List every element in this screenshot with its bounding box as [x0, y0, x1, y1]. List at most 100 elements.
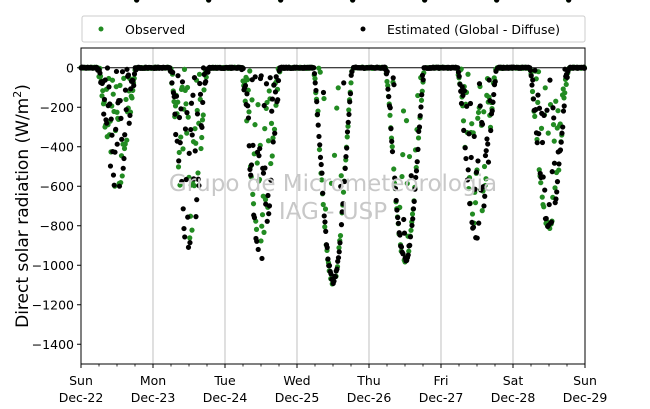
- observed-point: [121, 145, 128, 152]
- estimated-point: [262, 165, 268, 171]
- estimated-point: [189, 132, 195, 138]
- observed-point: [316, 146, 323, 153]
- y-tick-label: −1400: [32, 337, 74, 352]
- observed-point: [331, 152, 338, 158]
- legend-label-estimated: Estimated (Global - Diffuse): [387, 22, 560, 37]
- observed-point: [185, 114, 191, 120]
- x-tick-date: Dec-23: [131, 390, 176, 405]
- estimated-point: [475, 158, 481, 164]
- observed-point: [129, 95, 135, 101]
- estimated-point: [398, 244, 405, 250]
- estimated-point: [178, 106, 184, 112]
- estimated-point: [490, 99, 496, 105]
- estimated-point: [544, 107, 550, 113]
- estimated-point: [311, 65, 317, 71]
- watermark-line-1: Grupo de Micrometeorologia: [169, 171, 497, 197]
- estimated-point: [112, 149, 118, 155]
- observed-point: [400, 108, 407, 114]
- observed-point: [404, 180, 410, 187]
- observed-point: [535, 99, 541, 105]
- estimated-point: [463, 155, 469, 162]
- estimated-point: [104, 120, 110, 126]
- estimated-point: [337, 240, 343, 246]
- estimated-point: [180, 206, 186, 212]
- estimated-point: [338, 183, 344, 190]
- legend-label-observed: Observed: [125, 22, 185, 37]
- estimated-point: [121, 155, 127, 162]
- estimated-point: [554, 189, 560, 195]
- estimated-point: [400, 251, 406, 257]
- observed-point: [250, 191, 256, 197]
- estimated-point: [395, 214, 401, 221]
- estimated-point: [422, 0, 428, 3]
- estimated-point: [388, 126, 394, 132]
- observed-point: [551, 138, 557, 144]
- estimated-point: [553, 196, 559, 202]
- estimated-point: [101, 96, 108, 103]
- observed-point: [561, 95, 567, 101]
- estimated-point: [540, 174, 546, 180]
- observed-point: [110, 91, 116, 97]
- estimated-point: [349, 69, 355, 75]
- observed-point: [269, 153, 275, 159]
- observed-point: [475, 109, 482, 116]
- estimated-point: [474, 235, 480, 241]
- observed-point: [178, 134, 184, 140]
- observed-point: [258, 238, 264, 244]
- estimated-point: [557, 147, 564, 153]
- observed-point: [268, 120, 275, 126]
- observed-point: [541, 204, 547, 210]
- y-tick-label: −1000: [32, 258, 74, 273]
- observed-point: [483, 176, 489, 182]
- y-axis-label-main: Direct solar radiation (W/m: [13, 98, 33, 328]
- estimated-point: [257, 145, 263, 152]
- observed-point: [312, 76, 318, 82]
- estimated-point: [471, 133, 477, 139]
- y-tick-label: −600: [40, 179, 74, 194]
- estimated-point: [389, 148, 396, 155]
- estimated-point: [494, 0, 500, 3]
- x-tick-day: Sat: [503, 373, 524, 388]
- estimated-point: [190, 92, 196, 98]
- estimated-point: [113, 126, 119, 132]
- estimated-point: [275, 77, 282, 84]
- estimated-point: [549, 169, 555, 175]
- observed-point: [268, 160, 274, 167]
- observed-point: [336, 245, 342, 251]
- estimated-point: [389, 138, 395, 144]
- estimated-point: [559, 130, 565, 136]
- estimated-point: [278, 0, 284, 3]
- estimated-point: [489, 108, 495, 114]
- estimated-point: [466, 131, 472, 137]
- observed-point: [320, 201, 326, 208]
- estimated-point: [344, 145, 350, 151]
- estimated-point: [548, 219, 555, 225]
- observed-point: [344, 134, 350, 140]
- observed-point: [538, 125, 545, 131]
- estimated-point: [194, 111, 201, 117]
- observed-point: [418, 97, 425, 103]
- observed-point: [545, 130, 551, 136]
- observed-point: [391, 166, 397, 172]
- estimated-point: [543, 215, 549, 222]
- y-tick-label: −200: [40, 100, 74, 115]
- estimated-point: [401, 230, 408, 236]
- estimated-point: [390, 75, 396, 81]
- estimated-point: [265, 192, 271, 199]
- observed-point: [256, 176, 263, 183]
- estimated-point: [259, 255, 265, 262]
- estimated-point: [492, 79, 498, 85]
- estimated-point: [317, 154, 324, 161]
- observed-point: [542, 85, 548, 91]
- estimated-point: [416, 128, 422, 134]
- estimated-point: [125, 72, 132, 78]
- x-tick-date: Dec-25: [275, 390, 320, 405]
- estimated-point: [247, 166, 253, 172]
- estimated-point: [275, 97, 281, 103]
- observed-point: [532, 113, 538, 119]
- estimated-point: [469, 219, 475, 226]
- estimated-point: [197, 80, 203, 87]
- x-tick-date: Dec-24: [203, 390, 248, 405]
- observed-point: [175, 99, 181, 105]
- observed-point: [337, 233, 344, 239]
